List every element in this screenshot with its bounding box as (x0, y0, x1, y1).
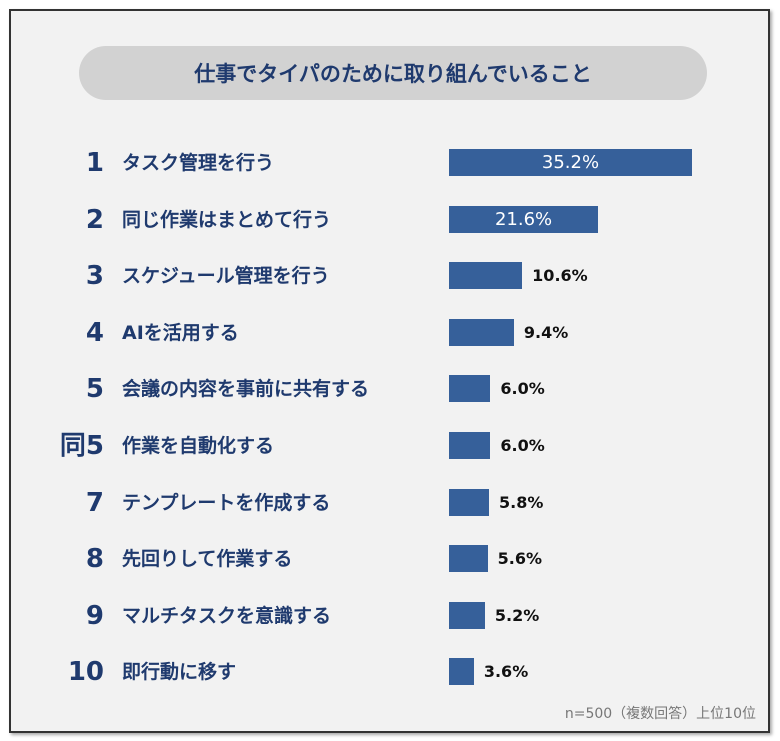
category-label: テンプレートを作成する (122, 491, 331, 514)
category-label: 同じ作業はまとめて行う (122, 208, 332, 231)
value-label: 35.2% (541, 152, 600, 173)
bar-row: 9 マルチタスクを意識する 5.2% (11, 596, 768, 636)
category-label: 即行動に移す (122, 661, 237, 684)
value-label: 6.0% (500, 436, 545, 455)
bar (449, 432, 491, 459)
sample-note: n=500（複数回答）上位10位 (564, 706, 756, 722)
bar-row: 2 同じ作業はまとめて行う 21.6% (11, 200, 768, 240)
bar-row: 1 タスク管理を行う 35.2% (11, 143, 768, 183)
value-label: 3.6% (483, 662, 529, 682)
bar-row: 10 即行動に移す 3.6% (11, 652, 768, 692)
value-label: 6.0% (500, 379, 545, 399)
rank-label: 9 (85, 600, 104, 631)
bar-row: 5 会議の内容を事前に共有する 6.0% (11, 369, 768, 409)
value-label: 21.6% (494, 208, 553, 230)
bar-row: 4 AIを活用する 9.4% (11, 313, 768, 353)
bar (449, 318, 514, 346)
rank-label: 3 (85, 261, 104, 292)
category-label: 会議の内容を事前に共有する (122, 378, 370, 401)
bar-row: 同5 作業を自動化する 6.0% (11, 426, 768, 466)
category-label: マルチタスクを意識する (122, 604, 332, 627)
rank-label: 8 (85, 544, 104, 575)
category-label: 先回りして作業する (122, 548, 293, 571)
bar (449, 488, 490, 516)
bar (449, 601, 485, 629)
bar-row: 3 スケジュール管理を行う 10.6% (11, 256, 768, 296)
category-label: AIを活用する (122, 321, 239, 344)
category-label: 作業を自動化する (122, 435, 275, 457)
chart-frame: 仕事でタイパのために取り組んでいること 1 タスク管理を行う 35.2% 2 同じ作業は… (9, 9, 770, 733)
chart-title: 仕事でタイパのために取り組んでいること (79, 46, 707, 100)
bar-row: 7 テンプレートを作成する 5.8% (11, 483, 768, 523)
value-label: 5.2% (494, 605, 540, 625)
value-label: 10.6% (532, 266, 588, 286)
bar (449, 375, 491, 403)
bar (449, 262, 523, 290)
category-label: スケジュール管理を行う (122, 265, 330, 288)
bar-row: 8 先回りして作業する 5.6% (11, 539, 768, 579)
rank-label: 5 (85, 374, 104, 405)
category-label: タスク管理を行う (122, 152, 275, 174)
value-label: 5.8% (499, 492, 544, 512)
bar (449, 545, 488, 573)
bar (449, 205, 599, 233)
rank-label: 10 (67, 657, 104, 688)
rank-label: 7 (85, 487, 104, 518)
rank-label: 4 (85, 317, 104, 348)
rank-label: 2 (85, 204, 104, 235)
bar (449, 658, 474, 686)
rank-label: 同5 (59, 431, 104, 461)
bar (449, 149, 692, 176)
rank-label: 1 (85, 148, 104, 178)
value-label: 9.4% (523, 322, 569, 342)
value-label: 5.6% (497, 549, 543, 569)
